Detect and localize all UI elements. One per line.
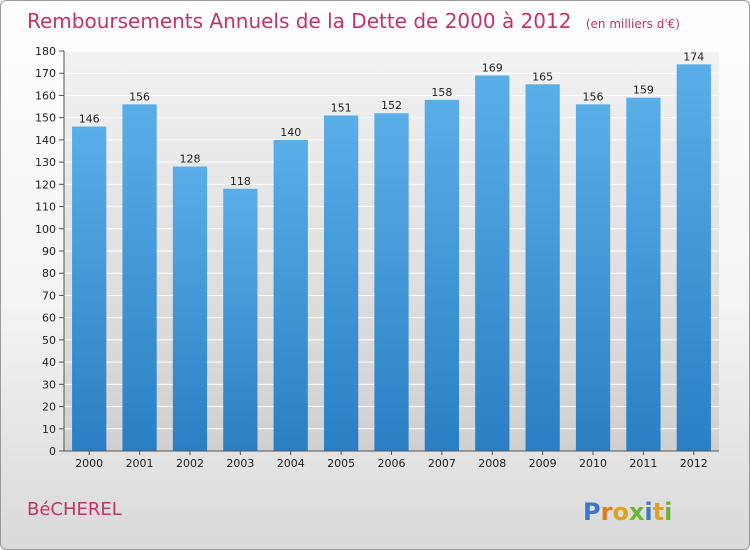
y-axis: 0 10 20 30 40 50 60 70 80 90 100 110 120 130 140 150 160… bbox=[35, 45, 65, 458]
value-label: 156 bbox=[583, 90, 604, 103]
x-tick-label: 2002 bbox=[176, 457, 204, 470]
brand-letter: i bbox=[644, 498, 652, 526]
y-tick-label: 170 bbox=[35, 67, 56, 80]
y-tick-label: 140 bbox=[35, 134, 56, 147]
brand-letter: x bbox=[629, 498, 645, 526]
value-label: 174 bbox=[683, 50, 704, 63]
chart-unit-note: (en milliers d'€) bbox=[586, 17, 680, 31]
value-label: 140 bbox=[280, 126, 301, 139]
brand-letter: t bbox=[653, 498, 664, 526]
y-tick-label: 110 bbox=[35, 201, 56, 214]
y-tick-label: 90 bbox=[42, 245, 56, 258]
value-label: 159 bbox=[633, 84, 654, 97]
value-label: 146 bbox=[79, 113, 100, 126]
bar-2009 bbox=[525, 84, 560, 451]
brand-logo: Proxiti bbox=[583, 498, 672, 526]
x-tick-label: 2006 bbox=[378, 457, 406, 470]
bar-2003 bbox=[223, 188, 258, 451]
bar-2006 bbox=[374, 113, 409, 451]
x-tick-label: 2011 bbox=[629, 457, 657, 470]
y-tick-label: 50 bbox=[42, 334, 56, 347]
x-tick-label: 2009 bbox=[529, 457, 557, 470]
bar-2007 bbox=[424, 99, 460, 451]
value-label: 152 bbox=[381, 99, 402, 112]
brand-letter: P bbox=[583, 498, 601, 526]
y-tick-label: 40 bbox=[42, 356, 56, 369]
x-tick-label: 2003 bbox=[226, 457, 254, 470]
bar-2000 bbox=[72, 126, 107, 452]
bar-2005 bbox=[323, 115, 359, 451]
y-tick-label: 80 bbox=[42, 267, 56, 280]
value-label: 165 bbox=[532, 70, 553, 83]
bar-2004 bbox=[273, 139, 308, 451]
value-label: 169 bbox=[482, 61, 503, 74]
value-label: 158 bbox=[431, 86, 452, 99]
y-tick-label: 20 bbox=[42, 401, 56, 414]
bar-2001 bbox=[122, 104, 157, 451]
x-axis: 2000 2001 2002 2003 2004 2005 2006 2007 2008 2009… bbox=[64, 450, 719, 470]
y-tick-label: 160 bbox=[35, 89, 56, 102]
value-label: 156 bbox=[129, 90, 150, 103]
bars bbox=[72, 64, 711, 452]
y-tick-label: 180 bbox=[35, 45, 56, 58]
value-labels: 146 156 128 118 140 151 152 158 169 165 156 159 174 bbox=[79, 50, 705, 187]
x-tick-label: 2001 bbox=[126, 457, 154, 470]
brand-letter: r bbox=[601, 498, 613, 526]
x-tick-label: 2007 bbox=[428, 457, 456, 470]
value-label: 118 bbox=[230, 175, 251, 188]
value-label: 151 bbox=[331, 101, 352, 114]
y-tick-label: 100 bbox=[35, 223, 56, 236]
x-tick-label: 2000 bbox=[75, 457, 103, 470]
y-tick-label: 10 bbox=[42, 423, 56, 436]
value-label: 128 bbox=[179, 153, 200, 166]
y-tick-label: 120 bbox=[35, 178, 56, 191]
y-tick-label: 150 bbox=[35, 112, 56, 125]
x-tick-label: 2008 bbox=[478, 457, 506, 470]
bar-2008 bbox=[475, 75, 510, 451]
commune-name: BéCHEREL bbox=[27, 499, 122, 520]
bar-2002 bbox=[172, 166, 208, 452]
y-tick-label: 30 bbox=[42, 378, 56, 391]
y-tick-label: 0 bbox=[49, 445, 56, 458]
bar-2011 bbox=[626, 97, 661, 452]
y-tick-label: 130 bbox=[35, 156, 56, 169]
y-tick-label: 70 bbox=[42, 289, 56, 302]
brand-letter: o bbox=[612, 498, 629, 526]
chart-title-text: Remboursements Annuels de la Dette de 20… bbox=[27, 9, 571, 33]
bar-2012 bbox=[676, 64, 711, 452]
x-tick-label: 2004 bbox=[277, 457, 305, 470]
bar-2010 bbox=[575, 104, 611, 451]
y-tick-label: 60 bbox=[42, 312, 56, 325]
brand-letter: i bbox=[664, 498, 672, 526]
chart-title: Remboursements Annuels de la Dette de 20… bbox=[27, 9, 680, 33]
x-tick-label: 2005 bbox=[327, 457, 355, 470]
x-tick-label: 2012 bbox=[680, 457, 708, 470]
x-tick-label: 2010 bbox=[579, 457, 607, 470]
